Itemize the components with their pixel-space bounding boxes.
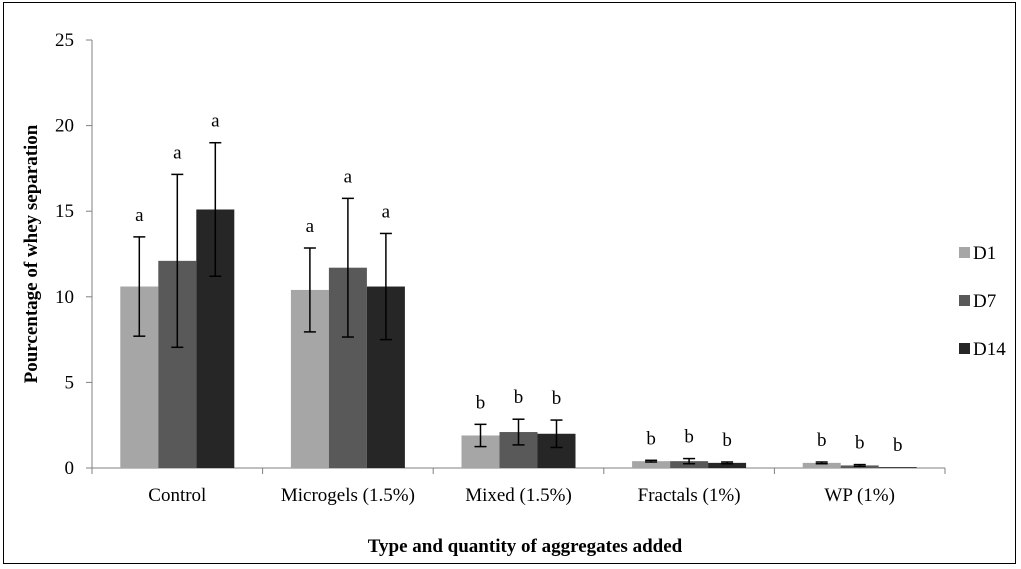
y-tick-label: 15 xyxy=(55,201,74,222)
significance-label: b xyxy=(514,387,524,408)
x-axis-label: Type and quantity of aggregates added xyxy=(368,536,683,557)
significance-label: b xyxy=(722,430,732,451)
bar-d14 xyxy=(878,467,917,468)
y-axis-label: Pourcentage of whey separation xyxy=(21,124,42,383)
bar-d1 xyxy=(802,462,841,468)
y-tick-label: 5 xyxy=(65,372,75,393)
y-tick-label: 0 xyxy=(65,458,75,479)
x-tick-label: Fractals (1%) xyxy=(638,485,741,506)
legend-label-d14: D14 xyxy=(973,339,1006,360)
significance-label: a xyxy=(173,142,182,163)
x-tick-label: Mixed (1.5%) xyxy=(465,485,572,506)
legend: D1 D7 D14 xyxy=(959,243,1006,360)
y-tick-label: 25 xyxy=(55,30,74,51)
significance-label: a xyxy=(211,111,220,132)
significance-label: b xyxy=(476,392,486,413)
bar-d1 xyxy=(632,461,671,468)
legend-label-d7: D7 xyxy=(973,291,996,312)
x-tick-label: Control xyxy=(148,485,206,506)
y-tick-label: 20 xyxy=(55,116,74,137)
bars: a a a a a a b b b b b b b b b xyxy=(120,111,917,468)
ticks: 0 5 10 15 20 25 Control Microgels (1.5%) Mixed (… xyxy=(55,30,946,506)
significance-label: b xyxy=(817,430,827,451)
significance-label: b xyxy=(855,433,865,454)
legend-swatch-d1 xyxy=(959,247,970,258)
bar-d7 xyxy=(670,461,709,468)
significance-label: b xyxy=(552,388,562,409)
significance-label: b xyxy=(893,435,903,456)
legend-swatch-d14 xyxy=(959,343,970,354)
legend-label-d1: D1 xyxy=(973,243,996,264)
bar-d14 xyxy=(708,462,747,468)
significance-label: a xyxy=(344,166,353,187)
significance-label: a xyxy=(135,205,144,226)
significance-label: b xyxy=(684,427,694,448)
legend-swatch-d7 xyxy=(959,295,970,306)
x-tick-label: Microgels (1.5%) xyxy=(281,485,415,506)
x-tick-label: WP (1%) xyxy=(824,485,895,506)
y-tick-label: 10 xyxy=(55,287,74,308)
significance-label: a xyxy=(306,216,315,237)
significance-label: b xyxy=(646,428,656,449)
significance-label: a xyxy=(382,201,391,222)
